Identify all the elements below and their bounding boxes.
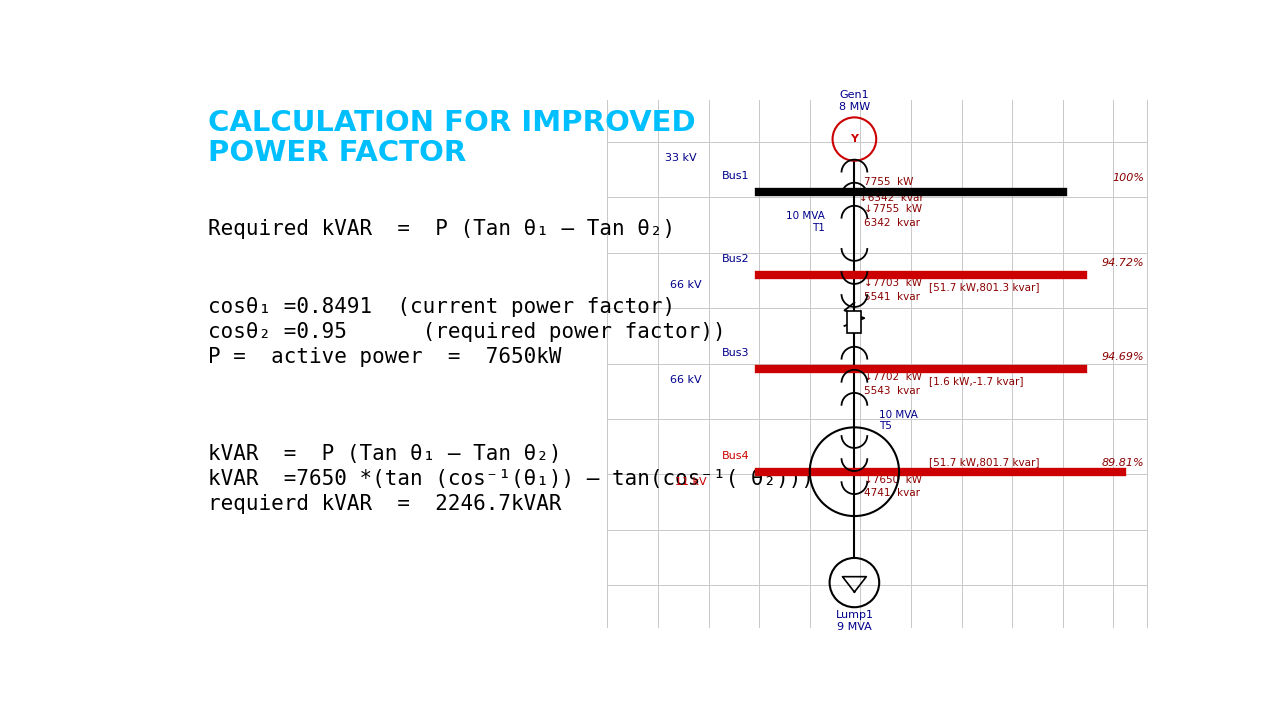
Text: Bus3: Bus3 — [722, 348, 749, 358]
Text: 11 kV: 11 kV — [675, 477, 707, 487]
Text: 7755  kW: 7755 kW — [864, 177, 914, 187]
Text: kVAR  =  P (Tan θ₁ – Tan θ₂): kVAR = P (Tan θ₁ – Tan θ₂) — [207, 444, 561, 464]
Text: [1.6 kW,-1.7 kvar]: [1.6 kW,-1.7 kvar] — [929, 377, 1023, 387]
Text: ↓7703  kW: ↓7703 kW — [864, 278, 923, 288]
Text: 66 kV: 66 kV — [669, 374, 701, 384]
Text: Lump1
9 MVA: Lump1 9 MVA — [836, 610, 873, 631]
Text: Y: Y — [850, 134, 859, 144]
Text: ↓6342  kvar: ↓6342 kvar — [859, 193, 924, 203]
Text: 66 kV: 66 kV — [669, 280, 701, 290]
Text: CALCULATION FOR IMPROVED: CALCULATION FOR IMPROVED — [207, 109, 695, 137]
Text: [51.7 kW,801.7 kvar]: [51.7 kW,801.7 kvar] — [929, 456, 1039, 467]
Text: 10 MVA
T1: 10 MVA T1 — [786, 212, 824, 233]
Text: ↓7702  kW: ↓7702 kW — [864, 372, 923, 382]
Text: cosθ₂ =0.95      (required power factor)): cosθ₂ =0.95 (required power factor)) — [207, 322, 726, 342]
Text: kVAR  =7650 *(tan (cos⁻¹(θ₁)) – tan(cos⁻¹( θ₂))): kVAR =7650 *(tan (cos⁻¹(θ₁)) – tan(cos⁻¹… — [207, 469, 814, 489]
Text: POWER FACTOR: POWER FACTOR — [207, 139, 466, 167]
Text: [51.7 kW,801.3 kvar]: [51.7 kW,801.3 kvar] — [929, 282, 1039, 292]
Text: ↓7650  kW: ↓7650 kW — [864, 474, 923, 485]
Text: 4741  kvar: 4741 kvar — [864, 488, 920, 498]
Text: 10 MVA
T5: 10 MVA T5 — [879, 410, 918, 431]
Text: 6342  kvar: 6342 kvar — [864, 218, 920, 228]
Text: Gen1
8 MW: Gen1 8 MW — [838, 90, 870, 112]
Text: Bus1: Bus1 — [722, 171, 749, 181]
Text: Bus2: Bus2 — [722, 254, 749, 264]
Text: 33 kV: 33 kV — [664, 153, 696, 163]
Text: 94.69%: 94.69% — [1101, 352, 1144, 362]
Text: requierd kVAR  =  2246.7kVAR: requierd kVAR = 2246.7kVAR — [207, 494, 561, 514]
Text: ↓7755  kW: ↓7755 kW — [864, 204, 923, 214]
Text: Required kVAR  =  P (Tan θ₁ – Tan θ₂): Required kVAR = P (Tan θ₁ – Tan θ₂) — [207, 220, 675, 240]
Text: P =  active power  =  7650kW: P = active power = 7650kW — [207, 347, 561, 367]
Text: 5541  kvar: 5541 kvar — [864, 292, 920, 302]
Text: 89.81%: 89.81% — [1101, 458, 1144, 468]
Text: 94.72%: 94.72% — [1101, 258, 1144, 268]
Text: 100%: 100% — [1112, 173, 1144, 183]
Text: cosθ₁ =0.8491  (current power factor): cosθ₁ =0.8491 (current power factor) — [207, 297, 675, 317]
FancyBboxPatch shape — [847, 311, 861, 333]
Text: 5543  kvar: 5543 kvar — [864, 386, 920, 396]
Text: Bus4: Bus4 — [722, 451, 749, 461]
